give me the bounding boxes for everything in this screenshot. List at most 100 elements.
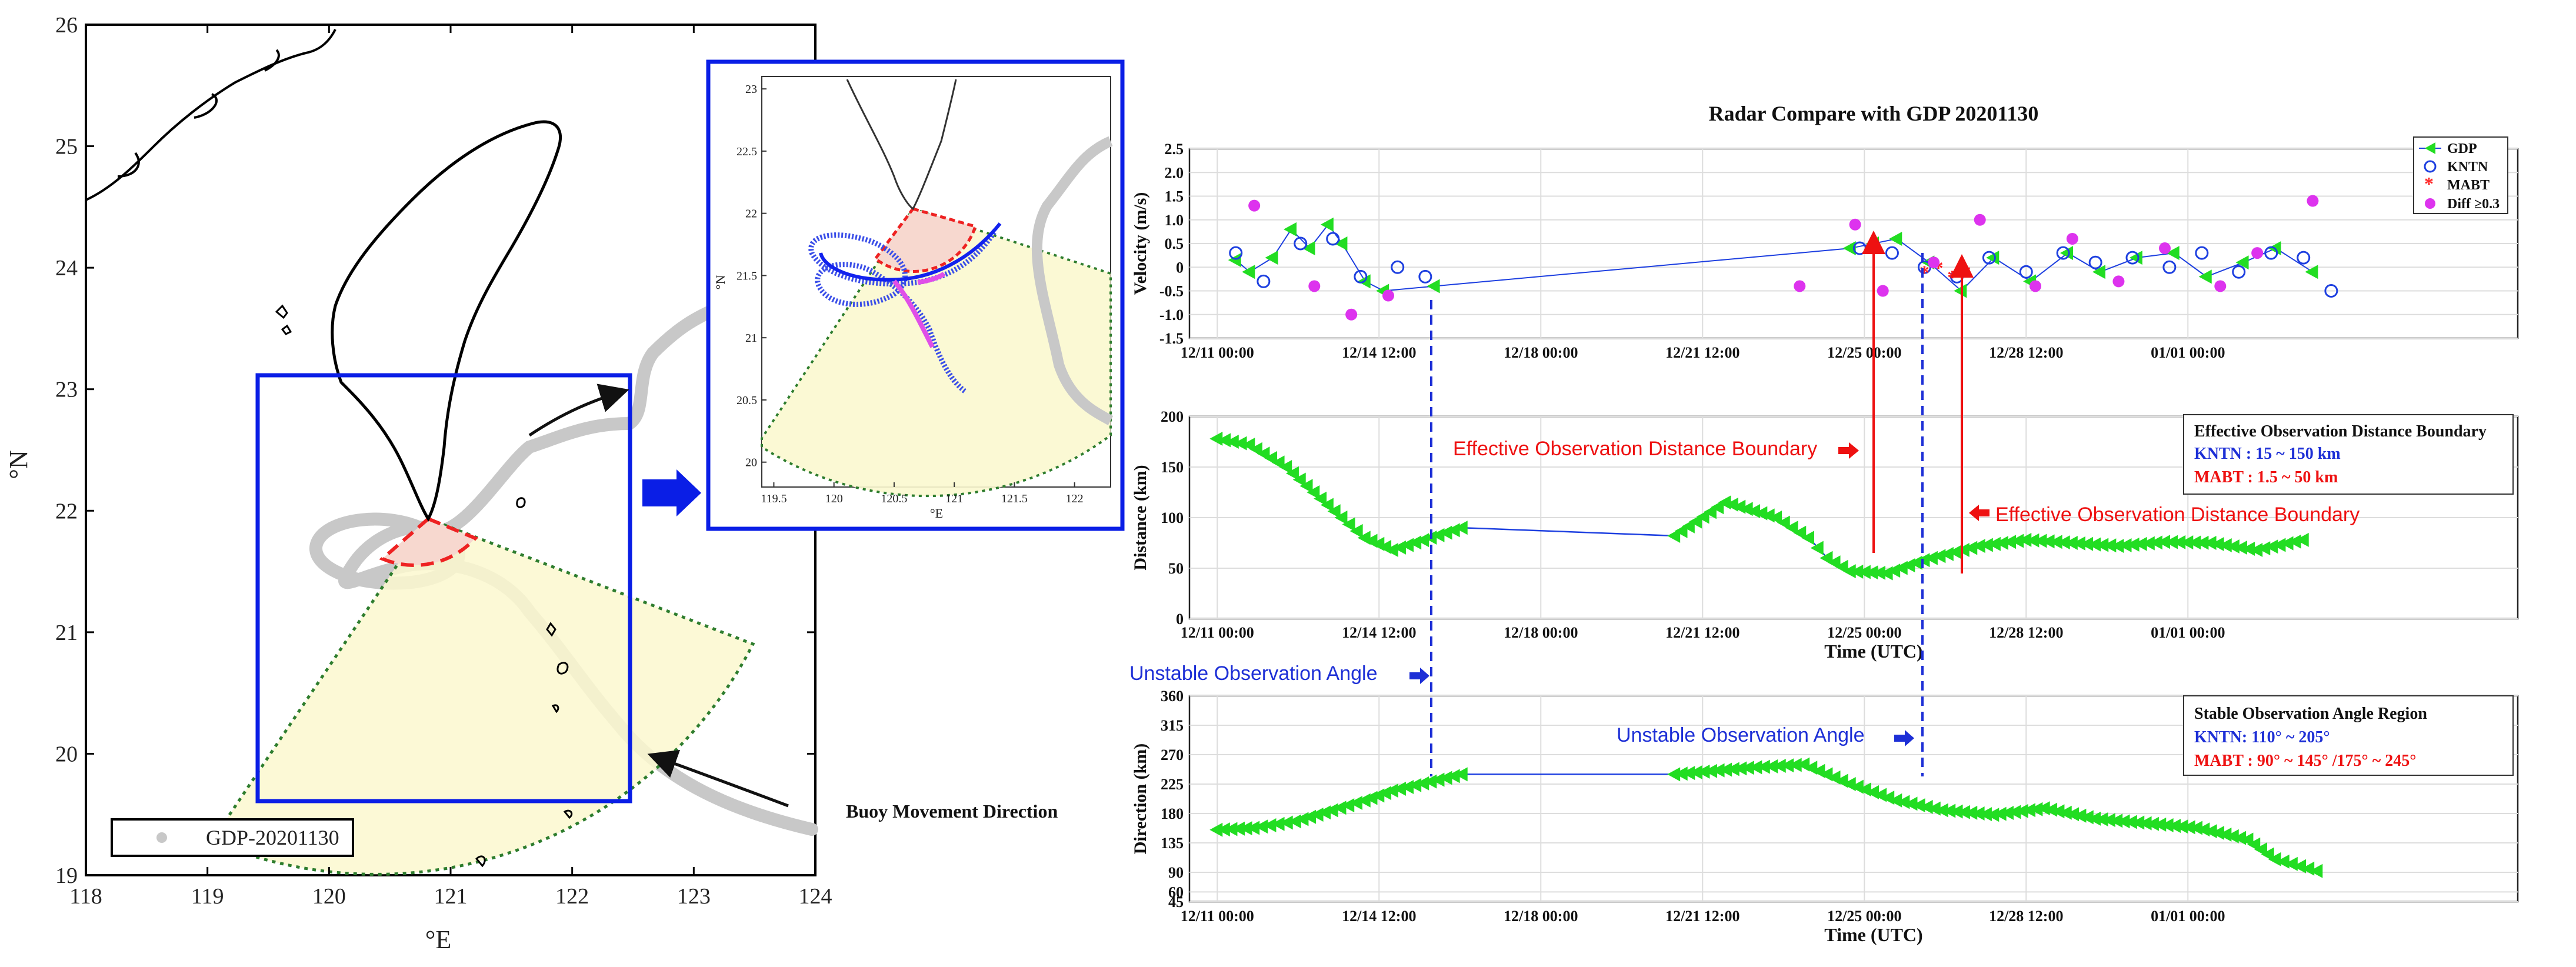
gdp-point bbox=[2118, 538, 2132, 553]
gdp-point bbox=[1719, 762, 1732, 777]
gdp-point bbox=[1228, 253, 1241, 268]
gdp-point bbox=[1964, 541, 1978, 555]
gdp-point bbox=[1971, 806, 1985, 821]
gdp-point bbox=[2066, 807, 2080, 822]
gdp-point bbox=[1674, 766, 1688, 781]
kntn-point bbox=[1354, 269, 1368, 284]
y-tick-label: 2.0 bbox=[1165, 164, 1184, 181]
distance-legend-box bbox=[2183, 414, 2514, 495]
gdp-point bbox=[1314, 491, 1327, 506]
y-tick-label: 360 bbox=[1161, 688, 1184, 705]
gdp-point bbox=[2250, 543, 2263, 558]
y-tick-label: 315 bbox=[1161, 717, 1184, 734]
gdp-point bbox=[2188, 535, 2201, 550]
y-tick-label: 2.5 bbox=[1165, 141, 1184, 158]
gdp-point bbox=[1732, 499, 1746, 514]
gdp-point bbox=[1889, 231, 1902, 246]
gdp-point bbox=[2003, 535, 2017, 549]
gdp-point bbox=[1320, 498, 1334, 512]
gdp-point bbox=[1255, 819, 1268, 834]
diff-point bbox=[2307, 195, 2319, 207]
gdp-point bbox=[2088, 537, 2101, 552]
gdp-point bbox=[1265, 251, 1278, 265]
x-tick-label: 12/11 00:00 bbox=[1181, 908, 1254, 925]
gdp-point bbox=[1749, 760, 1762, 775]
gdp-point bbox=[1217, 822, 1230, 837]
gdp-point bbox=[2131, 815, 2145, 830]
gdp-point bbox=[1865, 565, 1878, 580]
inset-x-tick-label: 121.5 bbox=[1001, 492, 1028, 505]
china-coastline bbox=[85, 29, 336, 201]
y-axis-label: Direction (km) bbox=[1131, 743, 1150, 855]
diff-point bbox=[1849, 218, 1861, 231]
gdp-point bbox=[1940, 546, 1954, 561]
x-tick-label: 12/21 12:00 bbox=[1665, 908, 1739, 925]
gdp-point bbox=[2073, 808, 2087, 823]
gdp-point bbox=[1279, 815, 1293, 830]
gdp-point bbox=[2026, 533, 2040, 548]
gdp-point bbox=[1385, 783, 1398, 798]
x-tick-label: 12/14 12:00 bbox=[1342, 624, 1416, 641]
y-tick-label: -1.5 bbox=[1159, 330, 1184, 347]
inset-ylabel: °N bbox=[713, 275, 728, 290]
x-tick-label: 01/01 00:00 bbox=[2151, 624, 2225, 641]
gdp-point bbox=[2092, 265, 2105, 279]
gdp-point bbox=[1810, 541, 1824, 555]
map-y-tick-label: 21 bbox=[55, 621, 78, 645]
kntn-point bbox=[1326, 232, 1340, 246]
diff-point bbox=[1928, 256, 1940, 269]
y-tick-label: 150 bbox=[1161, 459, 1184, 476]
gdp-point bbox=[1247, 821, 1260, 835]
gdp-point bbox=[1439, 771, 1452, 785]
gdp-point bbox=[2011, 533, 2024, 548]
legend-diff-marker bbox=[2425, 198, 2435, 209]
taiwan-outline bbox=[331, 120, 562, 522]
gdp-point bbox=[1950, 804, 1963, 819]
gdp-point bbox=[2211, 537, 2224, 552]
x-tick-label: 12/18 00:00 bbox=[1504, 908, 1578, 925]
legend-mabt-label: MABT bbox=[2447, 178, 2490, 193]
gdp-point bbox=[1234, 436, 1247, 451]
kntn-point bbox=[2162, 260, 2177, 274]
gdp-point bbox=[2305, 265, 2318, 279]
gdp-point bbox=[1318, 805, 1331, 820]
diff-point bbox=[2030, 280, 2041, 292]
inset-ticks: 119.5 120 120.5 121 121.5 122 20 20.5 21 21.5 22 22… bbox=[737, 83, 1084, 505]
gdp-point bbox=[1288, 814, 1301, 829]
gdp-point bbox=[1850, 564, 1864, 579]
direction-legend-title: Stable Observation Angle Region bbox=[2194, 705, 2427, 723]
kntn-point bbox=[1391, 260, 1405, 274]
gdp-point bbox=[1924, 551, 1938, 565]
gdp-point bbox=[1689, 765, 1702, 779]
legend-kntn-label: KNTN bbox=[2447, 159, 2488, 175]
gdp-point bbox=[1957, 805, 1970, 819]
inset-x-tick-label: 119.5 bbox=[761, 492, 787, 505]
gdp-point bbox=[1769, 511, 1782, 525]
gdp-point bbox=[2018, 532, 2032, 547]
kntn-point bbox=[2125, 251, 2140, 265]
gdp-point bbox=[1788, 758, 1802, 772]
map-panel: Buoy Movement Direction GDP-20201130 118… bbox=[4, 13, 1058, 954]
x-axis-label: Time (UTC) bbox=[1824, 641, 1922, 662]
gdp-point bbox=[2117, 814, 2130, 829]
map-y-tick-label: 26 bbox=[55, 13, 78, 38]
y-tick-label: 1.5 bbox=[1165, 188, 1184, 205]
distance-boundary-arrow-1 bbox=[1838, 442, 1859, 459]
y-axis-label: Distance (km) bbox=[1131, 465, 1150, 570]
gdp-point bbox=[1761, 508, 1775, 523]
diff-point bbox=[2251, 247, 2264, 259]
gdp-point bbox=[1232, 821, 1245, 836]
diff-point bbox=[1382, 289, 1394, 302]
gdp-point bbox=[1954, 284, 1967, 298]
y-tick-label: 60 bbox=[1168, 883, 1184, 901]
kntn-point bbox=[1885, 246, 1899, 260]
x-tick-label: 12/28 12:00 bbox=[1989, 624, 2063, 641]
y-tick-label: 45 bbox=[1168, 893, 1184, 911]
gdp-point bbox=[1333, 801, 1347, 815]
gdp-point bbox=[1327, 504, 1341, 519]
gdp-point bbox=[1427, 279, 1440, 294]
map-y-tick-label: 22 bbox=[55, 499, 78, 523]
gdp-point bbox=[2095, 538, 2109, 552]
gdp-point bbox=[2166, 246, 2180, 261]
gdp-point bbox=[1948, 545, 1962, 559]
